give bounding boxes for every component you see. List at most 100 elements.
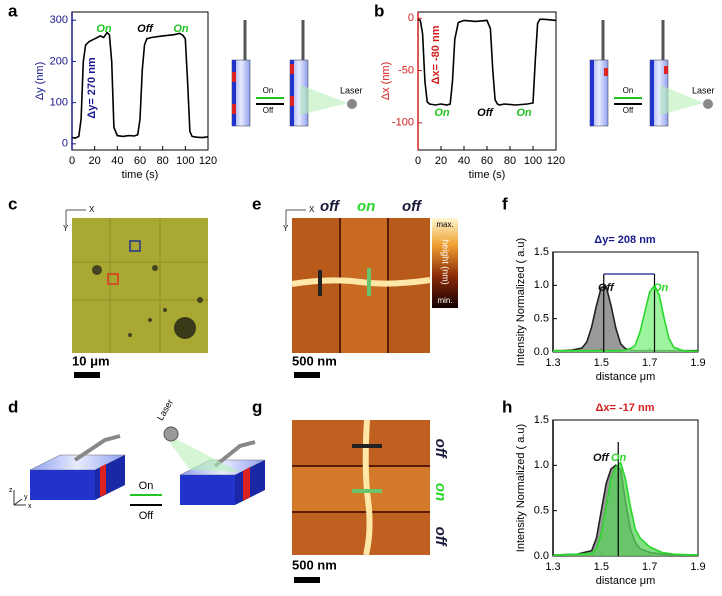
state-label: on bbox=[357, 198, 375, 215]
plot-frame bbox=[552, 251, 699, 353]
x-tick-label: 0 bbox=[69, 155, 75, 167]
annotation: Δy= 270 nm bbox=[86, 57, 98, 119]
panel-label: a bbox=[8, 1, 18, 20]
y-tick-label: 0.5 bbox=[534, 505, 549, 517]
x-tick-label: 1.3 bbox=[545, 357, 560, 369]
axis-label: X bbox=[89, 205, 95, 214]
y-tick-label: 1.0 bbox=[534, 459, 549, 471]
y-tick-label: 1.5 bbox=[534, 414, 549, 426]
x-tick-label: 120 bbox=[547, 155, 565, 167]
x-tick-label: 40 bbox=[111, 155, 123, 167]
x-tick-label: 1.9 bbox=[690, 357, 705, 369]
y-tick-label: 0 bbox=[408, 12, 414, 24]
schematic-label: On bbox=[139, 480, 154, 492]
state-label: off bbox=[432, 527, 449, 548]
x-tick-label: 1.7 bbox=[642, 561, 657, 573]
x-tick-label: 1.5 bbox=[594, 561, 609, 573]
x-tick-label: 1.3 bbox=[545, 561, 560, 573]
x-tick-label: 1.5 bbox=[594, 357, 609, 369]
axis-label: x bbox=[28, 503, 32, 510]
afm-image: max. height (nm) min. X Y off on off 500… bbox=[283, 198, 458, 378]
axis-label: X bbox=[309, 205, 315, 214]
x-tick-label: 60 bbox=[481, 155, 493, 167]
inset-label: Off bbox=[623, 106, 634, 115]
x-tick-label: 40 bbox=[458, 155, 470, 167]
y-tick-label: 1.5 bbox=[534, 246, 549, 258]
panel-label: b bbox=[374, 1, 384, 20]
annotation: On bbox=[516, 107, 532, 119]
y-axis-label: Intensity Normalized ( a.u) bbox=[515, 238, 527, 366]
inset-label: Laser bbox=[692, 85, 715, 95]
x-tick-label: 1.9 bbox=[690, 561, 705, 573]
scale-bar-label: 10 μm bbox=[72, 353, 110, 368]
panel-label: d bbox=[8, 397, 18, 416]
inset-a: On Off Laser bbox=[231, 20, 363, 127]
y-tick-label: 0.5 bbox=[534, 313, 549, 325]
annotation: Off bbox=[477, 107, 494, 119]
x-tick-label: 20 bbox=[435, 155, 447, 167]
inset-label: Off bbox=[263, 106, 274, 115]
panel-label: g bbox=[252, 397, 262, 416]
y-tick-label: 0 bbox=[62, 138, 68, 150]
afm-image: off on off 500 nm bbox=[292, 419, 449, 583]
x-tick-label: 20 bbox=[89, 155, 101, 167]
x-tick-label: 80 bbox=[504, 155, 516, 167]
area-fill bbox=[553, 462, 698, 556]
annotation: On bbox=[173, 23, 189, 35]
axis-label: z bbox=[9, 487, 13, 494]
curve bbox=[552, 461, 699, 556]
y-tick-label: 0.0 bbox=[534, 550, 549, 562]
panel-label: h bbox=[502, 397, 512, 416]
x-axis-label: time (s) bbox=[469, 169, 506, 181]
annotation: Δy= 208 nm bbox=[594, 234, 656, 246]
x-tick-label: 1.7 bbox=[642, 357, 657, 369]
line bbox=[417, 18, 557, 106]
annotation: Δx= -17 nm bbox=[596, 402, 655, 414]
x-axis-label: distance μm bbox=[596, 575, 656, 587]
y-tick-label: -100 bbox=[392, 117, 414, 129]
x-tick-label: 0 bbox=[415, 155, 421, 167]
state-label: on bbox=[432, 483, 449, 501]
x-axis-label: distance μm bbox=[596, 371, 656, 383]
inset-label: On bbox=[623, 86, 634, 95]
axis-label: Y bbox=[63, 224, 69, 233]
x-tick-label: 100 bbox=[176, 155, 194, 167]
legend-label: On bbox=[611, 452, 627, 464]
area-fill bbox=[553, 286, 698, 352]
inset-label: On bbox=[263, 86, 274, 95]
y-axis-label: Δy (nm) bbox=[34, 62, 46, 101]
annotation: On bbox=[434, 107, 450, 119]
y-tick-label: 0.0 bbox=[534, 346, 549, 358]
legend-label: Off bbox=[598, 282, 615, 294]
y-tick-label: 200 bbox=[50, 55, 68, 67]
annotation: Off bbox=[137, 23, 154, 35]
area-fill bbox=[553, 285, 698, 352]
colorbar-label: min. bbox=[437, 296, 452, 305]
y-tick-label: 100 bbox=[50, 97, 68, 109]
line bbox=[71, 31, 209, 139]
schematic-label: Off bbox=[139, 510, 154, 522]
y-axis-label: Intensity Normalized ( a.u) bbox=[515, 424, 527, 552]
state-label: off bbox=[402, 198, 423, 215]
inset-label: Laser bbox=[340, 85, 363, 95]
annotation: On bbox=[96, 23, 112, 35]
state-label: off bbox=[432, 439, 449, 460]
x-tick-label: 60 bbox=[134, 155, 146, 167]
y-axis-label: Δx (nm) bbox=[380, 62, 392, 101]
panel-label: c bbox=[8, 194, 17, 213]
y-tick-label: -50 bbox=[398, 64, 414, 76]
legend-label: Off bbox=[593, 452, 610, 464]
colorbar-label: max. bbox=[436, 220, 453, 229]
scale-bar-label: 500 nm bbox=[292, 353, 337, 368]
x-tick-label: 100 bbox=[524, 155, 542, 167]
panel-label: e bbox=[252, 194, 261, 213]
state-label: off bbox=[320, 198, 341, 215]
curve bbox=[553, 283, 699, 353]
panel-label: f bbox=[502, 194, 508, 213]
x-tick-label: 120 bbox=[199, 155, 217, 167]
scale-bar-label: 500 nm bbox=[292, 557, 337, 572]
y-tick-label: 1.0 bbox=[534, 279, 549, 291]
inset-b: On Off Laser bbox=[589, 20, 715, 127]
schematic: On Off Laser z x y bbox=[9, 398, 266, 522]
